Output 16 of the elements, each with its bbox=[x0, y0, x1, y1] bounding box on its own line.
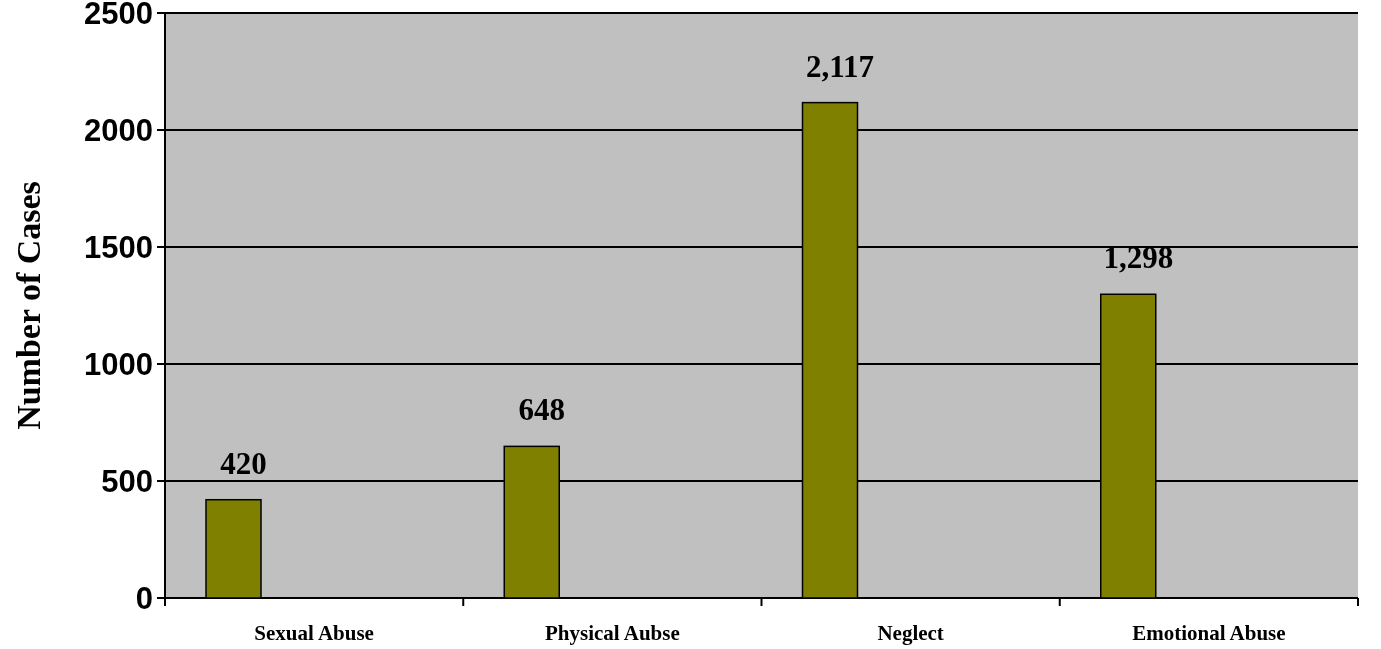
data-label: 420 bbox=[220, 445, 267, 481]
y-tick-label: 500 bbox=[101, 463, 153, 499]
x-tick-label: Physical Aubse bbox=[544, 621, 680, 645]
data-label: 2,117 bbox=[805, 48, 875, 84]
y-tick-label: 0 bbox=[135, 580, 153, 616]
x-tick-label: Neglect bbox=[877, 621, 944, 645]
y-tick-label: 1000 bbox=[84, 346, 153, 382]
y-tick-label: 1500 bbox=[84, 229, 153, 265]
y-axis-title: Number of Cases bbox=[10, 181, 47, 430]
data-label: 1,298 bbox=[1103, 240, 1174, 276]
y-tick-label: 2500 bbox=[84, 0, 153, 31]
bar bbox=[205, 498, 262, 599]
x-tick-label: Sexual Abuse bbox=[254, 621, 374, 645]
x-tick-label: Emotional Abuse bbox=[1132, 621, 1286, 645]
data-label: 648 bbox=[518, 392, 565, 428]
y-tick-label: 2000 bbox=[84, 112, 153, 148]
